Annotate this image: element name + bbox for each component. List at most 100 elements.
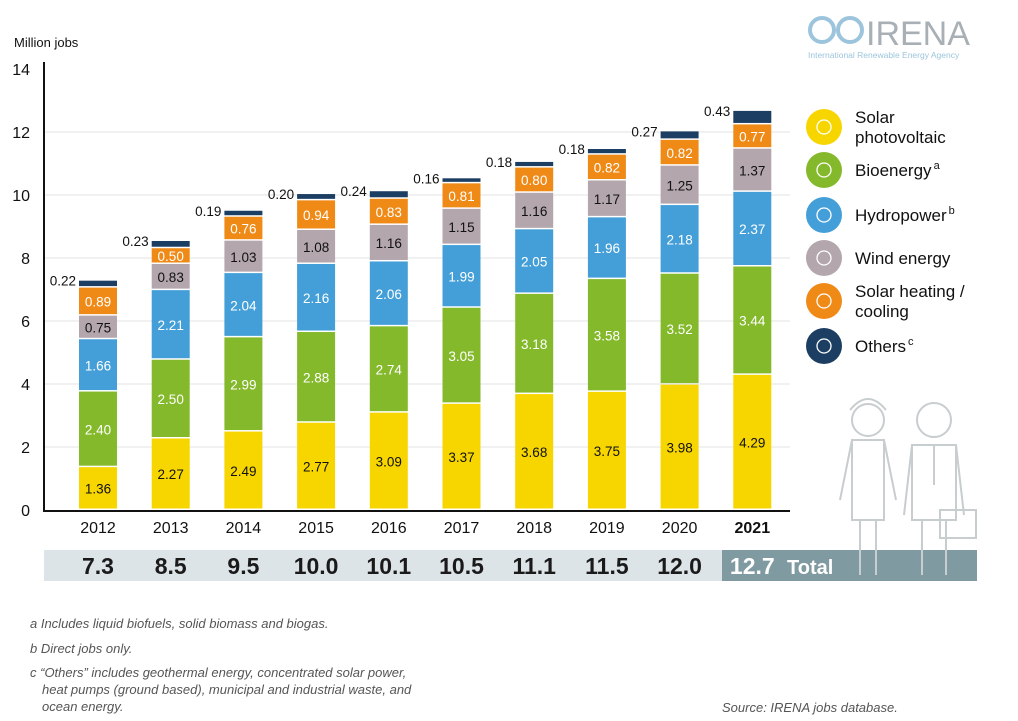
- data-label: 0.76: [230, 222, 256, 237]
- data-label: 1.36: [85, 482, 111, 497]
- data-label: 0.82: [666, 146, 692, 161]
- bar-segment: [297, 200, 336, 229]
- bar-segment: [587, 154, 626, 180]
- total-value: 8.5: [155, 553, 187, 579]
- bar-segment: [660, 131, 699, 139]
- data-label: 0.83: [158, 270, 184, 285]
- bar-segment: [369, 224, 408, 260]
- data-label-others: 0.20: [268, 187, 294, 202]
- bar-segment: [297, 332, 336, 422]
- workers-illustration: [839, 398, 977, 575]
- data-label: 2.05: [521, 255, 547, 270]
- data-label-others: 0.18: [486, 155, 512, 170]
- data-label: 0.82: [594, 161, 620, 176]
- total-value: 10.5: [439, 553, 484, 579]
- y-tick-label: 4: [21, 377, 30, 394]
- legend-item: Bioenergy a: [806, 152, 941, 188]
- bar-segment: [442, 307, 481, 403]
- legend-label: Solar heating / cooling: [855, 282, 965, 321]
- bar-segment: [297, 229, 336, 263]
- bar-segment: [442, 208, 481, 244]
- y-tick-label: 8: [21, 251, 30, 268]
- data-label: 3.98: [666, 440, 692, 455]
- bar-segment: [151, 240, 190, 247]
- bar-segment: [297, 263, 336, 331]
- totals-band: [44, 550, 722, 581]
- data-label: 2.40: [85, 422, 111, 437]
- legend-glyph-icon: [816, 293, 832, 309]
- irena-logo: IRENA International Renewable Energy Age…: [808, 15, 970, 60]
- bar-segment: [660, 165, 699, 204]
- data-label: 2.27: [158, 467, 184, 482]
- data-label: 2.16: [303, 291, 329, 306]
- y-tick-label: 0: [21, 503, 30, 520]
- bar-segment: [515, 192, 554, 228]
- bar-segment: [733, 124, 772, 148]
- bar-segment: [369, 326, 408, 412]
- legend-label: Wind energy: [855, 249, 951, 268]
- footnote-c: c “Others” includes geothermal energy, c…: [30, 665, 407, 680]
- bar-segment: [515, 394, 554, 509]
- data-label: 1.16: [521, 204, 547, 219]
- data-label: 0.75: [85, 320, 111, 335]
- bar-segment: [587, 149, 626, 154]
- legend-label: Solar photovoltaic: [855, 108, 946, 147]
- data-label: 0.94: [303, 208, 330, 223]
- legend-item: Solar photovoltaic: [806, 108, 946, 147]
- data-label-others: 0.16: [413, 171, 439, 186]
- data-label: 3.58: [594, 328, 620, 343]
- bar-segment: [733, 148, 772, 191]
- y-tick-label: 14: [12, 62, 30, 79]
- legend-item: Others c: [806, 328, 914, 364]
- data-label: 2.99: [230, 377, 256, 392]
- footnote-b: b Direct jobs only.: [30, 641, 133, 656]
- data-label: 4.29: [739, 435, 765, 450]
- bar-segment: [79, 287, 117, 315]
- y-tick-label: 6: [21, 314, 30, 331]
- data-label: 0.50: [158, 249, 184, 264]
- footnote-marker: c: [908, 336, 914, 348]
- data-label: 1.03: [230, 250, 256, 265]
- bar-segment: [369, 261, 408, 325]
- data-label: 3.52: [666, 322, 692, 337]
- bar-segment: [224, 431, 263, 509]
- x-tick-label: 2019: [589, 520, 625, 537]
- svg-text:IRENA: IRENA: [866, 15, 970, 53]
- data-label-others: 0.24: [341, 184, 368, 199]
- bar-segment: [224, 337, 263, 431]
- data-label: 0.80: [521, 173, 547, 188]
- bar-segment: [515, 293, 554, 393]
- x-tick-label: 2016: [371, 520, 407, 537]
- data-label: 2.88: [303, 370, 329, 385]
- total-value: 11.1: [512, 553, 556, 579]
- x-tick-label: 2020: [662, 520, 698, 537]
- bar-segment: [297, 194, 336, 199]
- data-label: 1.25: [666, 178, 692, 193]
- bar-segment: [151, 248, 190, 263]
- bar-segment: [369, 412, 408, 509]
- bar-segment: [442, 178, 481, 182]
- bar-segment: [587, 391, 626, 509]
- bar-segment: [587, 180, 626, 216]
- legend-glyph-icon: [816, 162, 832, 178]
- data-label: 1.16: [376, 236, 402, 251]
- bar-segment: [587, 217, 626, 278]
- data-label: 3.37: [448, 450, 474, 465]
- x-tick-label: 2018: [516, 520, 552, 537]
- data-label: 1.66: [85, 358, 111, 373]
- footnote-c-cont: heat pumps (ground based), municipal and…: [42, 682, 412, 697]
- bar-segment: [442, 183, 481, 208]
- x-tick-label: 2021: [735, 520, 771, 537]
- bar-segment: [515, 161, 554, 167]
- footnote-a: a Includes liquid biofuels, solid biomas…: [30, 616, 329, 631]
- data-label-others: 0.19: [195, 204, 221, 219]
- bar-segment: [224, 210, 263, 216]
- legend-swatch-icon: [806, 328, 842, 364]
- legend-swatch-icon: [806, 152, 842, 188]
- data-label-others: 0.23: [122, 234, 148, 249]
- bar-segment: [660, 384, 699, 509]
- data-label: 2.77: [303, 459, 329, 474]
- totals-label: Total: [787, 557, 833, 579]
- bar-segment: [151, 438, 190, 509]
